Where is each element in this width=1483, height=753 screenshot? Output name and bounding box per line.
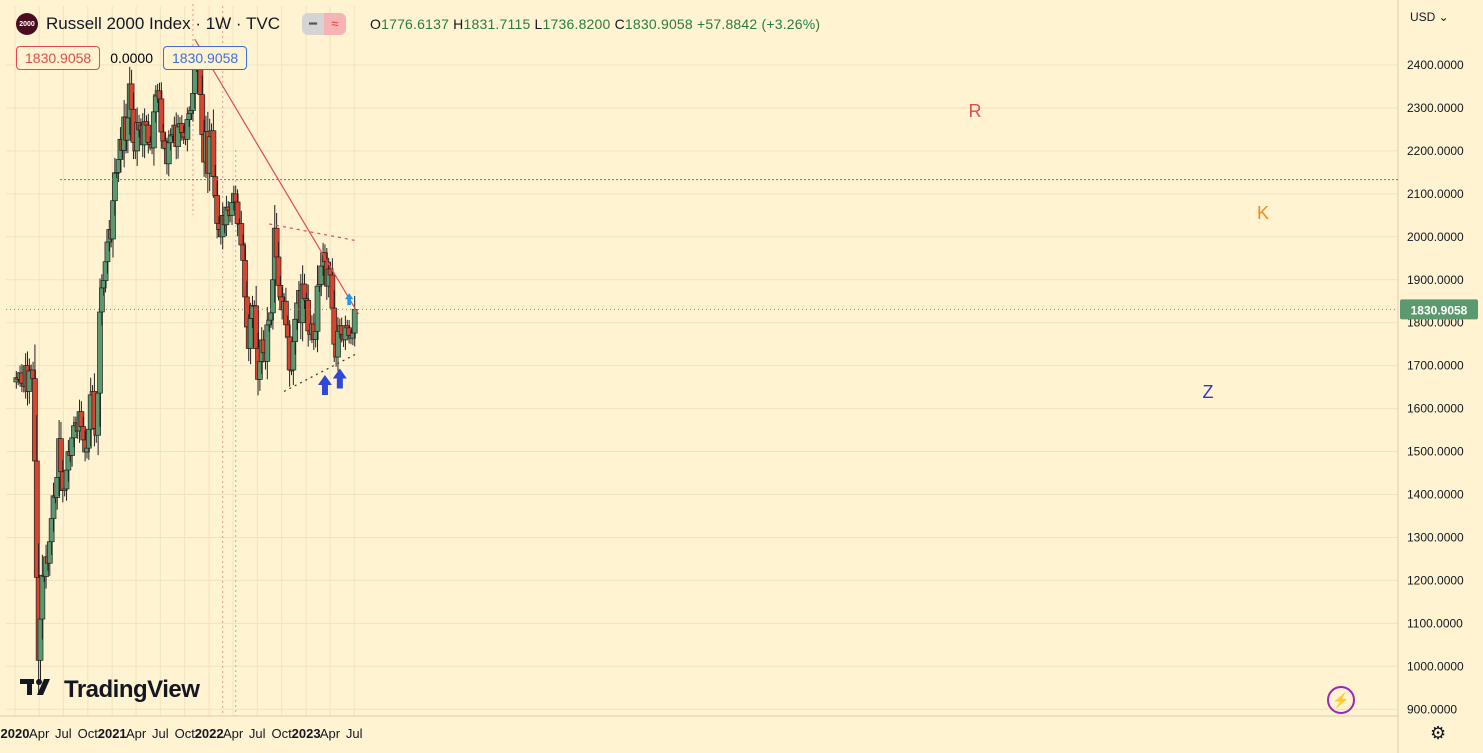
- candle-body[interactable]: [351, 309, 358, 334]
- trendline-label-k: K: [1257, 203, 1269, 223]
- last-price-tag: [1400, 299, 1478, 320]
- wave-icon[interactable]: ≈: [324, 13, 346, 35]
- candle-body[interactable]: [314, 285, 321, 332]
- y-tick-label: 2400.0000: [1407, 58, 1464, 72]
- ohlc-readout: O1776.6137 H1831.7115 L1736.8200 C1830.9…: [370, 16, 821, 32]
- arrow-up-icon: [317, 374, 332, 395]
- y-tick-label: 1200.0000: [1407, 573, 1464, 587]
- y-tick-label: 2300.0000: [1407, 101, 1464, 115]
- x-tick-label: 2021: [98, 726, 127, 741]
- settings-gear-icon[interactable]: ⚙: [1430, 723, 1447, 743]
- lightning-icon[interactable]: ⚡: [1327, 686, 1355, 714]
- y-tick-label: 1600.0000: [1407, 402, 1464, 416]
- y-tick-label: 900.0000: [1407, 702, 1457, 716]
- x-tick-label: 2022: [195, 726, 224, 741]
- y-tick-label: 1700.0000: [1407, 359, 1464, 373]
- x-tick-label: Apr: [223, 726, 244, 741]
- x-tick-label: Apr: [29, 726, 50, 741]
- trendline-label-z: Z: [1203, 382, 1214, 402]
- y-tick-label: 1400.0000: [1407, 488, 1464, 502]
- y-tick-label: 2000.0000: [1407, 230, 1464, 244]
- symbol-title[interactable]: Russell 2000 Index · 1W · TVC: [46, 14, 280, 33]
- buy-price-box[interactable]: 1830.9058: [163, 46, 248, 70]
- y-tick-label: 1100.0000: [1407, 616, 1463, 630]
- symbol-logo: 2000: [16, 13, 38, 35]
- tv-mark-icon: [20, 676, 58, 704]
- currency-selector[interactable]: USD ⌄: [1410, 10, 1449, 24]
- chart-header: 2000 Russell 2000 Index · 1W · TVC ━ ≈ O…: [16, 12, 820, 36]
- y-tick-label: 1900.0000: [1407, 273, 1464, 287]
- x-tick-label: Apr: [320, 726, 341, 741]
- spread-value: 0.0000: [110, 50, 154, 66]
- arrow-up-icon: [332, 368, 347, 389]
- x-tick-label: Oct: [272, 726, 293, 741]
- x-tick-label: Apr: [126, 726, 147, 741]
- x-tick-label: Oct: [175, 726, 196, 741]
- y-tick-label: 2200.0000: [1407, 144, 1464, 158]
- brand-name: TradingView: [64, 676, 200, 703]
- minus-icon[interactable]: ━: [302, 13, 324, 35]
- y-tick-label: 2100.0000: [1407, 187, 1464, 201]
- x-tick-label: Oct: [78, 726, 99, 741]
- last-price-label: 1830.9058: [1411, 303, 1468, 317]
- x-tick-label: Jul: [249, 726, 266, 741]
- x-tick-label: Jul: [152, 726, 169, 741]
- y-tick-label: 1000.0000: [1407, 659, 1464, 673]
- compare-toggle[interactable]: ━ ≈: [302, 13, 346, 35]
- x-tick-label: Jul: [346, 726, 363, 741]
- trendline-z[interactable]: [283, 352, 359, 392]
- y-tick-label: 1500.0000: [1407, 445, 1464, 459]
- plot-area: [6, 6, 1398, 716]
- x-tick-label: 2023: [292, 726, 321, 741]
- trendline-k[interactable]: [269, 223, 359, 242]
- x-tick-label: Jul: [55, 726, 72, 741]
- sell-price-box[interactable]: 1830.9058: [16, 46, 101, 70]
- tradingview-logo: TradingView: [20, 676, 200, 704]
- y-tick-label: 1300.0000: [1407, 530, 1464, 544]
- x-tick-label: 2020: [1, 726, 30, 741]
- trendline-r[interactable]: [194, 38, 359, 315]
- arrow-up-icon: [344, 293, 354, 306]
- order-boxes: 1830.9058 0.0000 1830.9058: [16, 46, 248, 70]
- trendline-label-r: R: [969, 101, 982, 121]
